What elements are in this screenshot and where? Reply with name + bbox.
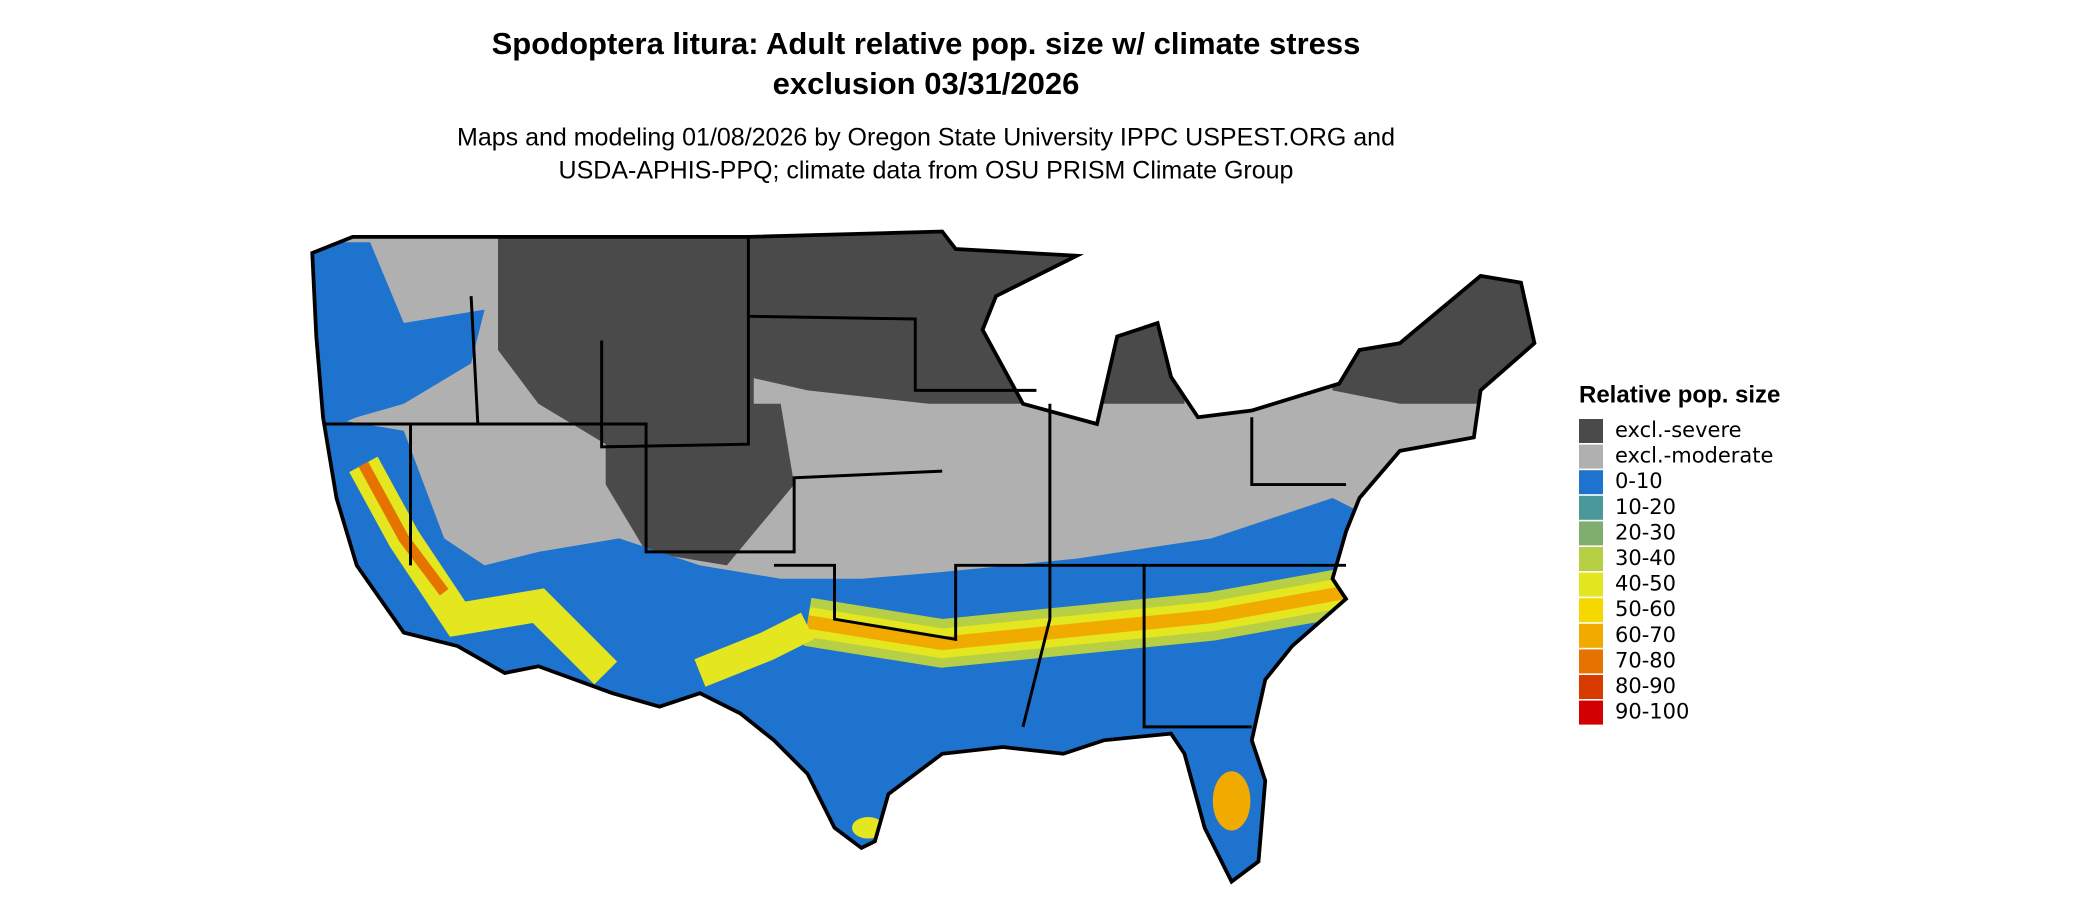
legend-label: 40-50 xyxy=(1615,572,1676,596)
legend-label: 30-40 xyxy=(1615,546,1676,570)
legend-label: 90-100 xyxy=(1615,700,1689,724)
map xyxy=(310,229,1537,885)
legend-label: excl.-severe xyxy=(1615,418,1742,442)
legend-swatch xyxy=(1579,470,1603,495)
legend: excl.-severeexcl.-moderate0-1010-2020-30… xyxy=(1579,418,1773,725)
legend-label: 0-10 xyxy=(1615,469,1663,493)
legend-swatch xyxy=(1579,649,1603,674)
legend-label: 70-80 xyxy=(1615,648,1676,672)
subtitle: Maps and modeling 01/08/2026 by Oregon S… xyxy=(457,124,1395,152)
legend-label: 50-60 xyxy=(1615,597,1676,621)
region xyxy=(358,461,449,596)
legend-swatch xyxy=(1579,495,1603,520)
border xyxy=(323,422,943,554)
region xyxy=(694,612,815,687)
legend-label: excl.-moderate xyxy=(1615,444,1773,468)
legend-label: 20-30 xyxy=(1615,520,1676,544)
legend-swatch xyxy=(1579,572,1603,597)
region xyxy=(498,231,754,445)
border xyxy=(773,563,1346,642)
legend-label: 10-20 xyxy=(1615,495,1676,519)
map-fill xyxy=(312,231,1535,882)
border xyxy=(1142,565,1252,729)
legend-label: 60-70 xyxy=(1615,623,1676,647)
region xyxy=(806,585,1348,651)
title: exclusion 03/31/2026 xyxy=(773,66,1080,101)
border xyxy=(748,314,1037,392)
title: Spodoptera litura: Adult relative pop. s… xyxy=(492,26,1361,61)
region xyxy=(312,242,485,431)
state-borders xyxy=(310,229,1537,885)
border xyxy=(1021,403,1052,728)
legend-swatch xyxy=(1579,598,1603,623)
subtitle: USDA-APHIS-PPQ; climate data from OSU PR… xyxy=(559,157,1294,185)
legend-swatch xyxy=(1579,419,1603,443)
legend-swatch xyxy=(1579,675,1603,699)
country-outline xyxy=(310,229,1537,885)
border xyxy=(1250,417,1346,487)
legend-swatch xyxy=(1579,547,1603,571)
border xyxy=(600,236,750,449)
region xyxy=(1332,269,1535,404)
legend-swatch xyxy=(1579,700,1603,725)
legend-label: 80-90 xyxy=(1615,674,1676,698)
region xyxy=(1212,771,1251,831)
legend-title: Relative pop. size xyxy=(1579,381,1780,408)
legend-swatch xyxy=(1579,623,1603,648)
legend-swatch xyxy=(1579,444,1603,469)
legend-swatch xyxy=(1579,521,1603,546)
